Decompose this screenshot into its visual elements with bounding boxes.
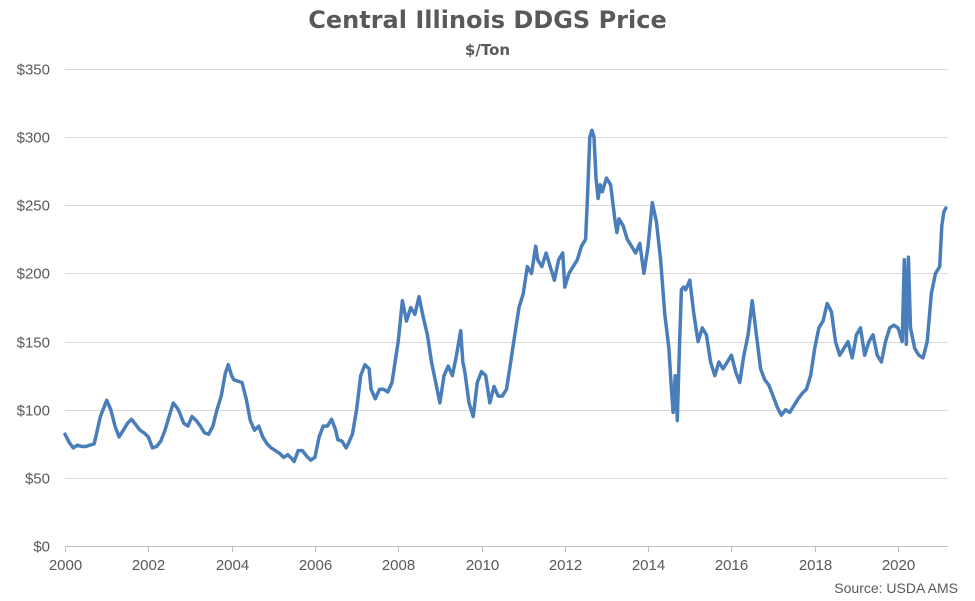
x-tick-label: 2000 <box>49 557 82 574</box>
x-tick-label: 2004 <box>216 557 249 574</box>
x-tick-label: 2018 <box>799 557 832 574</box>
x-tick-label: 2020 <box>882 557 915 574</box>
y-tick-label: $350 <box>17 62 50 79</box>
series-line <box>63 128 948 464</box>
x-tick-label: 2006 <box>299 557 332 574</box>
x-axis <box>65 546 948 552</box>
x-tick-label: 2010 <box>466 557 499 574</box>
y-tick-label: $200 <box>17 266 50 283</box>
series-layer <box>63 128 948 464</box>
y-tick-label: $300 <box>17 130 50 147</box>
y-tick-label: $250 <box>17 198 50 215</box>
y-tick-label: $100 <box>17 403 50 420</box>
chart-title: Central Illinois DDGS Price <box>308 6 667 34</box>
x-tick-label: 2016 <box>715 557 748 574</box>
x-tick-label: 2008 <box>382 557 415 574</box>
source-note: Source: USDA AMS <box>834 580 958 596</box>
gridlines <box>65 69 948 479</box>
y-axis-labels: $0 $50 $100 $150 $200 $250 $300 $350 <box>17 62 50 556</box>
x-axis-labels: 2000 2002 2004 2006 2008 2010 2012 2014 2016 2018… <box>49 557 915 574</box>
x-tick-label: 2002 <box>132 557 165 574</box>
y-tick-label: $0 <box>33 539 50 556</box>
chart-subtitle: $/Ton <box>464 41 511 59</box>
y-tick-label: $50 <box>25 471 50 488</box>
x-tick-label: 2012 <box>549 557 582 574</box>
y-tick-label: $150 <box>17 335 50 352</box>
x-tick-label: 2014 <box>632 557 665 574</box>
